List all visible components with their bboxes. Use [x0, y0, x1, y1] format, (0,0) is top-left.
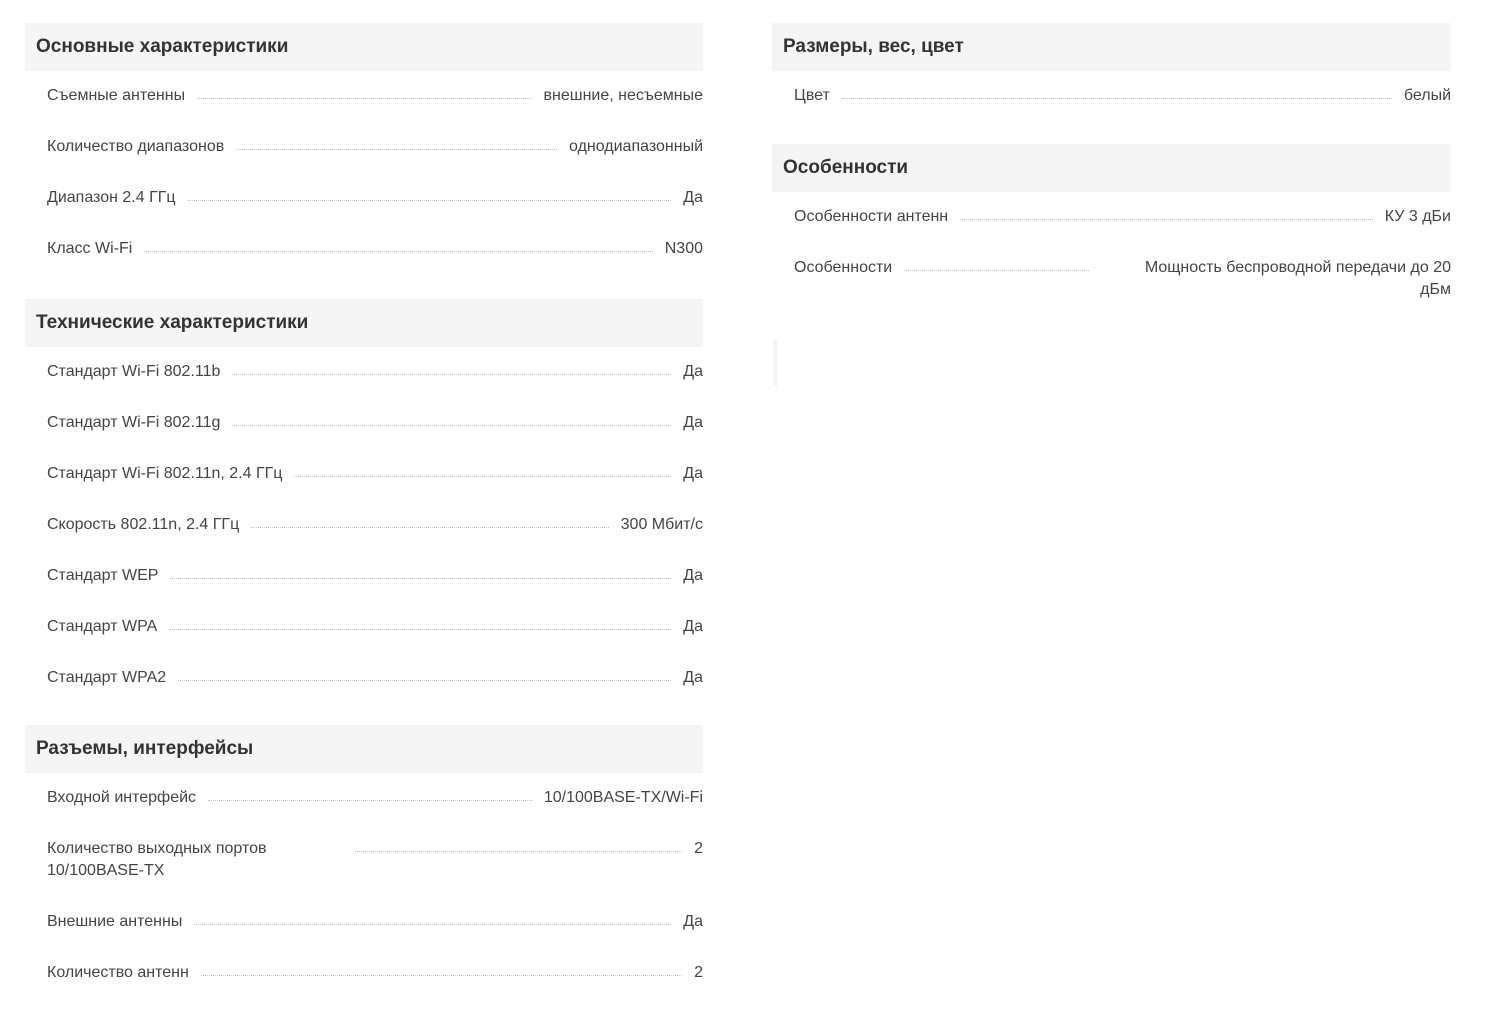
- section-title: Технические характеристики: [36, 312, 309, 333]
- section-title: Основные характеристики: [36, 36, 289, 57]
- spec-row: Стандарт WEP Да: [25, 551, 703, 602]
- spec-value: Да: [683, 465, 703, 482]
- spec-row: Съемные антенны внешние, несъемные: [25, 71, 703, 122]
- spec-value: Да: [683, 669, 703, 686]
- section-interfaces: Разъемы, интерфейсы Входной интерфейс 10/…: [25, 725, 703, 999]
- spec-label: Класс Wi-Fi: [47, 240, 133, 257]
- dot-leader: [144, 238, 653, 252]
- spec-row: Стандарт Wi-Fi 802.11b Да: [25, 347, 703, 398]
- spec-value: 2: [694, 840, 703, 857]
- spec-row: Количество антенн 2: [25, 948, 703, 999]
- dot-leader: [841, 85, 1392, 99]
- spec-row: Стандарт Wi-Fi 802.11g Да: [25, 398, 703, 449]
- spec-label: Внешние антенны: [47, 913, 183, 930]
- left-column: Основные характеристики Съемные антенны в…: [25, 23, 703, 1023]
- spec-label: Количество антенн: [47, 964, 189, 981]
- section-basic: Основные характеристики Съемные антенны в…: [25, 23, 703, 275]
- dot-leader: [294, 463, 672, 477]
- spec-label: Стандарт WPA: [47, 618, 158, 635]
- spec-row: Цвет белый: [772, 71, 1451, 122]
- spec-row: Класс Wi-Fi N300: [25, 224, 703, 275]
- spec-row: Количество выходных портов 10/100BASE-TX…: [25, 824, 703, 897]
- spec-label: Стандарт WEP: [47, 567, 159, 584]
- section-header: Разъемы, интерфейсы: [25, 725, 703, 773]
- dot-leader: [197, 85, 532, 99]
- dot-leader: [170, 565, 672, 579]
- section-title: Разъемы, интерфейсы: [36, 738, 254, 759]
- dot-leader: [194, 911, 672, 925]
- dot-leader: [169, 616, 672, 630]
- spec-value: Да: [683, 618, 703, 635]
- section-features: Особенности Особенности антенн КУ 3 дБи О…: [772, 144, 1451, 316]
- spec-row: Стандарт WPA2 Да: [25, 653, 703, 704]
- spec-label: Особенности антенн: [794, 208, 949, 225]
- spec-row: Стандарт WPA Да: [25, 602, 703, 653]
- spec-label: Съемные антенны: [47, 87, 186, 104]
- section-header: Размеры, вес, цвет: [772, 23, 1451, 71]
- dot-leader: [236, 136, 558, 150]
- spec-value: белый: [1403, 87, 1451, 104]
- section-header: Технические характеристики: [25, 299, 703, 347]
- section-technical: Технические характеристики Стандарт Wi-F…: [25, 299, 703, 704]
- spec-label: Стандарт Wi-Fi 802.11n, 2.4 ГГц: [47, 465, 283, 482]
- spec-row: Стандарт Wi-Fi 802.11n, 2.4 ГГц Да: [25, 449, 703, 500]
- spec-value: КУ 3 дБи: [1384, 208, 1451, 225]
- spec-value: 10/100BASE-TX/Wi-Fi: [543, 789, 703, 806]
- spec-label: Стандарт Wi-Fi 802.11b: [47, 363, 221, 380]
- spec-value: Да: [683, 913, 703, 930]
- right-column: Размеры, вес, цвет Цвет белый Особенности…: [772, 23, 1451, 338]
- section-dimensions: Размеры, вес, цвет Цвет белый: [772, 23, 1451, 122]
- section-header: Основные характеристики: [25, 23, 703, 71]
- spec-row: Скорость 802.11n, 2.4 ГГц 300 Мбит/с: [25, 500, 703, 551]
- dot-leader: [960, 206, 1373, 220]
- dot-leader: [232, 361, 672, 375]
- spec-row: Особенности Мощность беспроводной передач…: [772, 243, 1451, 316]
- spec-label: Стандарт Wi-Fi 802.11g: [47, 414, 221, 431]
- spec-label: Количество выходных портов 10/100BASE-TX: [47, 840, 267, 879]
- dot-leader: [251, 514, 609, 528]
- spec-row: Количество диапазонов однодиапазонный: [25, 122, 703, 173]
- dot-leader: [178, 667, 672, 681]
- spec-label: Цвет: [794, 87, 830, 104]
- spec-row: Внешние антенны Да: [25, 897, 703, 948]
- dot-leader: [355, 838, 683, 852]
- spec-value: Да: [683, 567, 703, 584]
- spec-row: Входной интерфейс 10/100BASE-TX/Wi-Fi: [25, 773, 703, 824]
- spec-label: Скорость 802.11n, 2.4 ГГц: [47, 516, 240, 533]
- spec-label: Стандарт WPA2: [47, 669, 167, 686]
- spec-value: внешние, несъемные: [543, 87, 704, 104]
- dot-leader: [232, 412, 672, 426]
- dot-leader: [200, 962, 683, 976]
- section-header: Особенности: [772, 144, 1451, 192]
- spec-value: Да: [683, 414, 703, 431]
- spec-row: Диапазон 2.4 ГГц Да: [25, 173, 703, 224]
- spec-value: однодиапазонный: [569, 138, 703, 155]
- dot-leader: [904, 257, 1089, 271]
- spec-label: Диапазон 2.4 ГГц: [47, 189, 176, 206]
- spec-label: Особенности: [794, 259, 893, 276]
- section-title: Размеры, вес, цвет: [783, 36, 964, 57]
- spec-value: Да: [683, 363, 703, 380]
- spec-value: 2: [694, 964, 703, 981]
- spec-row: Особенности антенн КУ 3 дБи: [772, 192, 1451, 243]
- dot-leader: [208, 787, 532, 801]
- spec-value: Да: [683, 189, 703, 206]
- section-title: Особенности: [783, 157, 909, 178]
- spec-value: 300 Мбит/с: [620, 516, 703, 533]
- spec-value: N300: [664, 240, 703, 257]
- spec-value: Мощность беспроводной передачи до 20 дБм: [1144, 259, 1451, 298]
- dot-leader: [187, 187, 672, 201]
- spec-label: Входной интерфейс: [47, 789, 197, 806]
- divider: [773, 340, 777, 387]
- spec-label: Количество диапазонов: [47, 138, 225, 155]
